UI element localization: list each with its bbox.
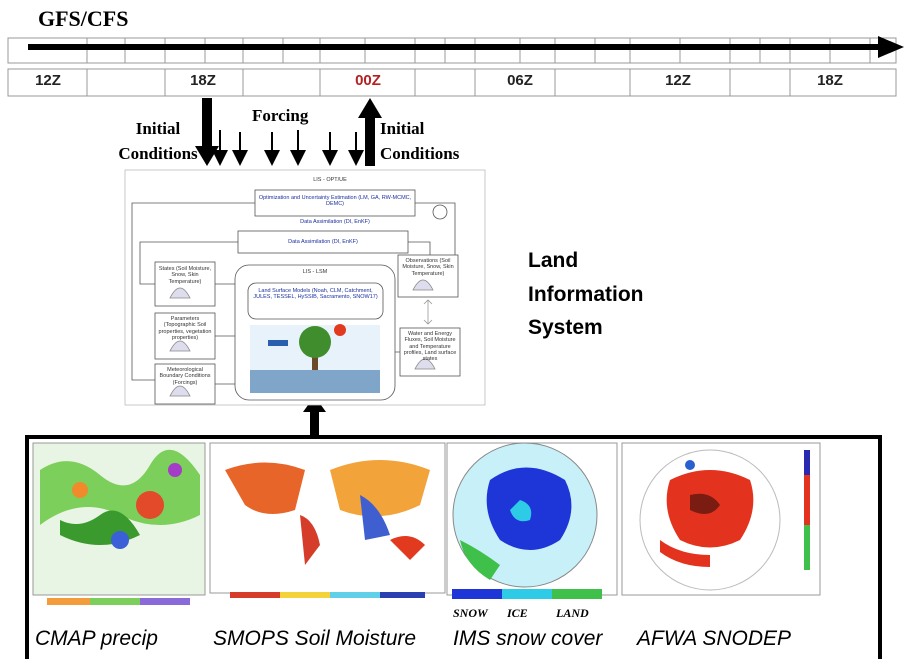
time-label: 06Z (490, 72, 550, 89)
box-text: Data Assimilation (DI, EnKF) (240, 239, 406, 245)
box-text: Parameters (Topographic Soil properties,… (156, 316, 214, 341)
box-title: LIS - LSM (270, 269, 360, 275)
caption: SMOPS Soil Moisture (213, 627, 416, 651)
caption: AFWA SNODEP (637, 627, 791, 651)
cmap-map (33, 443, 205, 605)
box-text: Meteorological Boundary Conditions (Forc… (156, 367, 214, 386)
time-label: 18Z (173, 72, 233, 89)
ims-map (447, 443, 617, 599)
page: GFS/CFS 12Z 18Z 00Z 06Z 12Z 18Z Initial Condi… (0, 0, 904, 659)
time-label: 12Z (18, 72, 78, 89)
smops-map (210, 443, 445, 598)
annotation: Initial Conditions (380, 117, 490, 166)
system-label: Land Information System (528, 244, 678, 345)
legend-label: SNOW (453, 606, 488, 621)
box-text: States (Soil Moisture, Snow, Skin Temper… (156, 266, 214, 285)
box-title: LIS - OPT/UE (270, 177, 390, 183)
box-text: Observations (Soil Moisture, Snow, Skin … (399, 258, 457, 277)
annotation: Initial Conditions (108, 117, 208, 166)
forcing-arrows (220, 130, 356, 158)
box-text: Water and Energy Fluxes, Soil Moisture a… (401, 331, 459, 363)
box-text: Optimization and Uncertainty Estimation … (258, 195, 412, 208)
box-text: Data Assimilation (DI, EnKF) (258, 219, 412, 225)
box-text: Land Surface Models (Noah, CLM, Catchmen… (252, 288, 379, 301)
diagram (0, 0, 904, 659)
caption: CMAP precip (35, 627, 158, 651)
afwa-map (622, 443, 820, 595)
annotation: Forcing (252, 106, 308, 126)
time-label: 00Z (338, 72, 398, 89)
legend-label: ICE (507, 606, 528, 621)
caption: IMS snow cover (453, 627, 602, 651)
time-arrowhead (878, 36, 904, 58)
title: GFS/CFS (38, 6, 128, 32)
legend-label: LAND (556, 606, 589, 621)
time-label: 18Z (800, 72, 860, 89)
time-label: 12Z (648, 72, 708, 89)
